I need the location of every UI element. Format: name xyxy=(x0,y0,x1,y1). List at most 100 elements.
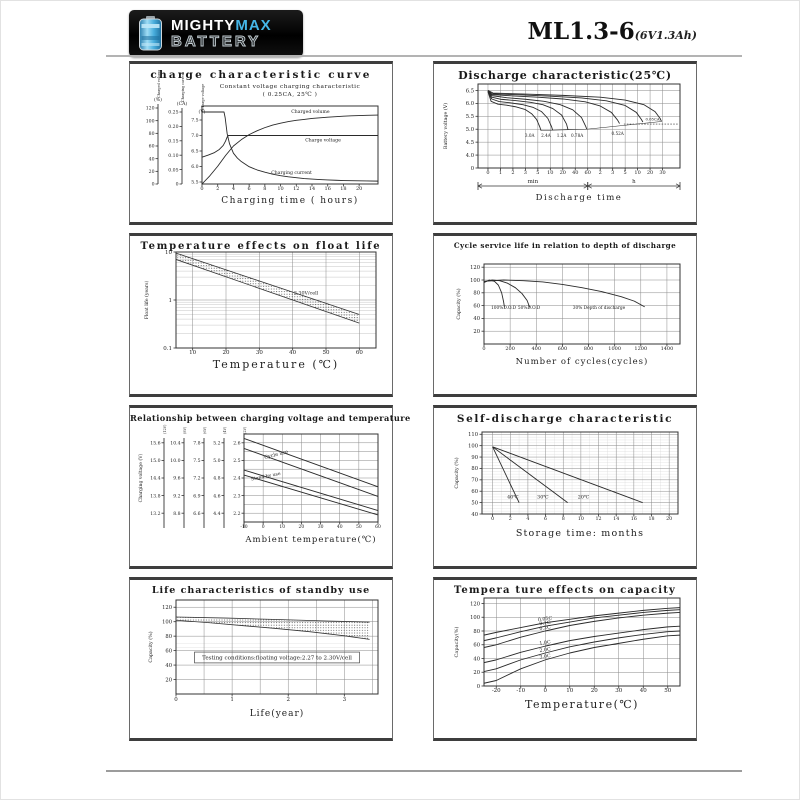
svg-text:1: 1 xyxy=(169,298,173,304)
svg-text:(4V): (4V) xyxy=(223,426,227,434)
svg-text:0: 0 xyxy=(262,524,265,530)
series-Charge voltage xyxy=(201,135,378,158)
series-Charging current xyxy=(202,111,379,182)
svg-text:60: 60 xyxy=(356,350,363,356)
svg-text:5.0: 5.0 xyxy=(466,127,474,133)
svg-text:(%): (%) xyxy=(154,96,162,103)
svg-text:10: 10 xyxy=(578,516,584,522)
svg-text:( 0.25CA, 25℃ ): ( 0.25CA, 25℃ ) xyxy=(263,91,318,98)
svg-text:Life(year): Life(year) xyxy=(250,708,305,719)
svg-text:6.6: 6.6 xyxy=(193,511,200,517)
svg-text:Ambient temperature(℃): Ambient temperature(℃) xyxy=(244,534,376,545)
svg-text:20: 20 xyxy=(165,677,172,683)
svg-text:40: 40 xyxy=(165,663,172,669)
svg-text:-10: -10 xyxy=(516,688,525,694)
series-standby-use-lower xyxy=(243,474,379,516)
svg-text:Float life (years): Float life (years) xyxy=(143,281,150,320)
svg-text:90: 90 xyxy=(471,455,478,461)
svg-text:0.1: 0.1 xyxy=(163,346,172,352)
svg-text:15.6: 15.6 xyxy=(150,441,160,447)
svg-text:30: 30 xyxy=(318,524,324,530)
svg-text:12: 12 xyxy=(595,516,601,522)
svg-text:10.4: 10.4 xyxy=(170,441,180,447)
svg-text:0: 0 xyxy=(486,170,489,176)
svg-text:min: min xyxy=(528,179,539,185)
svg-text:120: 120 xyxy=(470,601,480,607)
svg-text:50: 50 xyxy=(323,350,330,356)
battery-icon xyxy=(139,16,162,51)
svg-text:40: 40 xyxy=(471,512,478,518)
svg-text:60: 60 xyxy=(585,170,591,176)
svg-text:2: 2 xyxy=(509,516,512,522)
svg-text:2.5: 2.5 xyxy=(233,458,240,464)
svg-text:100: 100 xyxy=(470,615,480,621)
svg-text:20: 20 xyxy=(473,329,480,335)
svg-text:0.52A: 0.52A xyxy=(611,131,624,136)
svg-text:50: 50 xyxy=(664,688,671,694)
chart-title: Relationship between charging voltage an… xyxy=(130,413,411,423)
svg-text:60: 60 xyxy=(165,648,172,654)
svg-text:Storage time: months: Storage time: months xyxy=(516,528,644,539)
svg-text:0.05CA: 0.05CA xyxy=(646,116,660,121)
svg-text:0.05C: 0.05C xyxy=(538,615,553,623)
chart-panel-4: Cycle service life in relation to depth … xyxy=(433,233,697,397)
svg-text:16: 16 xyxy=(631,516,637,522)
svg-text:100: 100 xyxy=(468,443,478,449)
svg-text:2: 2 xyxy=(599,170,602,176)
svg-text:30℃: 30℃ xyxy=(537,495,549,501)
svg-text:(8V): (8V) xyxy=(183,426,187,434)
series-0.52A xyxy=(487,90,620,124)
series-3.0C xyxy=(483,634,681,684)
svg-text:16: 16 xyxy=(325,186,331,192)
svg-text:2.2: 2.2 xyxy=(233,511,240,517)
svg-text:0.1C: 0.1C xyxy=(539,620,551,628)
svg-text:20: 20 xyxy=(149,169,155,175)
chart-panel-7: Life characteristics of standby use 0 1 2 3 2… xyxy=(129,577,393,741)
svg-text:7.8: 7.8 xyxy=(193,441,200,447)
svg-text:18: 18 xyxy=(648,516,654,522)
chart-title: Self-discharge characteristic xyxy=(456,413,674,425)
svg-text:40: 40 xyxy=(337,524,343,530)
svg-text:2.4A: 2.4A xyxy=(541,133,552,138)
series-mid-rate xyxy=(487,90,644,123)
svg-text:6: 6 xyxy=(248,186,251,192)
svg-text:Cycle use: Cycle use xyxy=(264,449,289,461)
svg-text:100: 100 xyxy=(146,118,155,124)
svg-text:(6V): (6V) xyxy=(203,426,207,434)
svg-text:60: 60 xyxy=(471,489,478,495)
footer-divider xyxy=(106,770,742,772)
svg-text:600: 600 xyxy=(558,346,568,352)
svg-text:0: 0 xyxy=(544,688,548,694)
svg-text:6.0: 6.0 xyxy=(191,164,198,170)
svg-text:40: 40 xyxy=(572,170,578,176)
series-0.78A xyxy=(487,90,588,130)
svg-text:10: 10 xyxy=(634,170,640,176)
svg-text:3.0A: 3.0A xyxy=(525,133,536,138)
series-1.2A xyxy=(487,90,569,130)
svg-text:30: 30 xyxy=(659,170,665,176)
svg-text:0.15: 0.15 xyxy=(168,139,178,145)
svg-text:40: 40 xyxy=(473,316,480,322)
svg-text:Temperature(℃): Temperature(℃) xyxy=(525,698,639,711)
svg-text:120: 120 xyxy=(146,106,155,112)
svg-text:0: 0 xyxy=(471,166,474,172)
chart-canvas: 0 1 2 3 20 40 60 80 100 120 Testing conditions:flo… xyxy=(147,599,379,719)
svg-text:0: 0 xyxy=(176,182,179,188)
svg-text:50%D.O.D: 50%D.O.D xyxy=(518,306,541,311)
svg-text:20: 20 xyxy=(473,670,480,676)
svg-text:0: 0 xyxy=(477,684,480,690)
svg-text:5.5: 5.5 xyxy=(191,180,198,186)
svg-text:0: 0 xyxy=(152,182,155,188)
svg-text:4: 4 xyxy=(232,186,235,192)
svg-text:100: 100 xyxy=(162,619,172,625)
series-0.05C xyxy=(483,607,681,636)
svg-text:50: 50 xyxy=(356,524,362,530)
svg-text:5: 5 xyxy=(536,170,539,176)
chart-title: Cycle service life in relation to depth … xyxy=(453,241,677,250)
chart-title: Temperature effects on float life xyxy=(140,241,382,252)
svg-text:30: 30 xyxy=(615,688,622,694)
svg-text:40: 40 xyxy=(473,656,480,662)
svg-text:80: 80 xyxy=(165,634,172,640)
